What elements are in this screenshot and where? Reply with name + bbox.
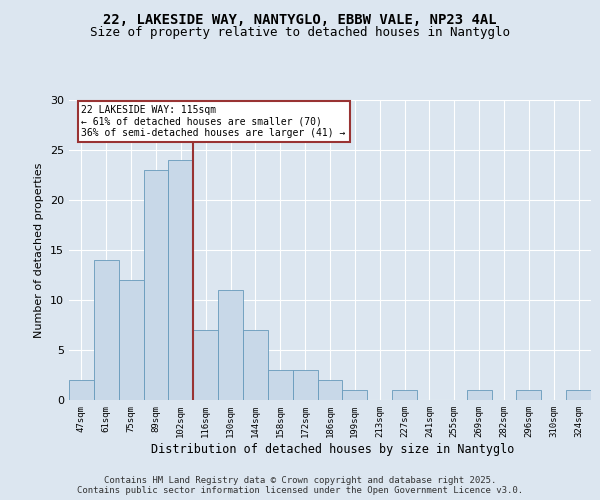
Text: Contains HM Land Registry data © Crown copyright and database right 2025.
Contai: Contains HM Land Registry data © Crown c… — [77, 476, 523, 495]
Text: Size of property relative to detached houses in Nantyglo: Size of property relative to detached ho… — [90, 26, 510, 39]
Bar — [218, 290, 243, 400]
Bar — [94, 260, 119, 400]
Bar — [143, 170, 169, 400]
Bar — [517, 390, 541, 400]
Bar — [243, 330, 268, 400]
Text: 22, LAKESIDE WAY, NANTYGLO, EBBW VALE, NP23 4AL: 22, LAKESIDE WAY, NANTYGLO, EBBW VALE, N… — [103, 12, 497, 26]
Y-axis label: Number of detached properties: Number of detached properties — [34, 162, 44, 338]
Bar — [268, 370, 293, 400]
Bar — [293, 370, 317, 400]
Bar — [392, 390, 417, 400]
Bar — [566, 390, 591, 400]
Bar — [119, 280, 143, 400]
Bar — [193, 330, 218, 400]
Bar — [317, 380, 343, 400]
Bar — [69, 380, 94, 400]
Bar — [343, 390, 367, 400]
Text: Distribution of detached houses by size in Nantyglo: Distribution of detached houses by size … — [151, 442, 515, 456]
Bar — [169, 160, 193, 400]
Bar — [467, 390, 491, 400]
Text: 22 LAKESIDE WAY: 115sqm
← 61% of detached houses are smaller (70)
36% of semi-de: 22 LAKESIDE WAY: 115sqm ← 61% of detache… — [82, 105, 346, 138]
